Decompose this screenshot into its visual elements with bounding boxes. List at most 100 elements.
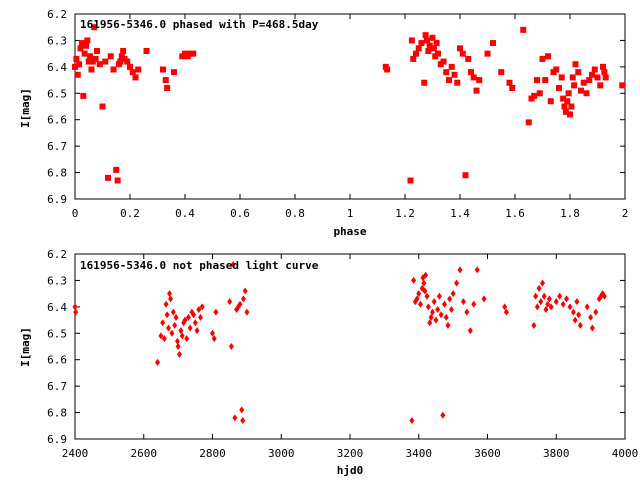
phased-data-point (418, 40, 425, 47)
phased-data-point (564, 98, 571, 105)
phased-data-point (72, 63, 78, 70)
unphased-data-point (168, 295, 174, 303)
unphased-y-tick-label: 6.9 (47, 433, 67, 446)
unphased-data-point (431, 298, 437, 306)
unphased-data-point (546, 295, 552, 303)
unphased-data-point (158, 332, 164, 340)
unphased-data-point (416, 290, 422, 298)
phased-data-point (407, 177, 414, 184)
unphased-data-point (187, 324, 193, 332)
phased-data-point (107, 53, 114, 60)
phased-y-axis-label: I[mag] (19, 88, 32, 128)
unphased-data-point (433, 316, 439, 324)
unphased-data-point (422, 287, 428, 295)
unphased-data-point (447, 295, 453, 303)
unphased-y-tick-label: 6.3 (47, 274, 67, 287)
unphased-data-point (448, 306, 454, 313)
unphased-data-point (428, 313, 434, 321)
unphased-data-point (191, 311, 197, 319)
phased-x-tick-label: 0.4 (175, 207, 195, 220)
phased-data-point (143, 48, 150, 54)
unphased-x-axis-label: hjd0 (337, 464, 364, 477)
unphased-data-point (545, 300, 551, 308)
unphased-data-point (502, 303, 508, 311)
phased-data-point (76, 61, 83, 68)
unphased-data-point (172, 321, 178, 329)
unphased-data-point (182, 316, 188, 324)
phased-data-point (430, 45, 437, 52)
phased-y-tick-label: 6.4 (47, 61, 67, 74)
unphased-data-point (167, 290, 173, 298)
phased-data-point (568, 103, 575, 110)
phased-y-tick-label: 6.8 (47, 167, 67, 180)
phased-data-point (476, 77, 483, 84)
phased-data-point (81, 50, 88, 57)
unphased-data-point (230, 261, 236, 269)
unphased-data-point (411, 276, 417, 284)
unphased-data-point (409, 417, 415, 424)
unphased-x-tick-label: 3200 (337, 447, 364, 460)
unphased-data-point (576, 311, 582, 319)
unphased-x-tick-label: 2400 (62, 447, 89, 460)
unphased-data-point (570, 308, 576, 316)
unphased-y-tick-label: 6.5 (47, 327, 67, 340)
phased-data-point (446, 77, 452, 84)
phased-data-point (190, 50, 197, 57)
phased-data-point (87, 53, 94, 60)
unphased-y-tick-label: 6.6 (47, 354, 67, 367)
unphased-data-point (199, 303, 205, 311)
unphased-y-tick-label: 6.7 (47, 380, 67, 393)
phased-x-ticks: 0 0.2 0.4 0.6 0.8 1 1.2 1.4 1.6 1.8 2 (72, 14, 628, 220)
unphased-x-tick-label: 2600 (131, 447, 158, 460)
phased-data-point (440, 58, 447, 65)
phased-data-point (525, 119, 532, 126)
phased-data-point (132, 74, 139, 81)
phased-x-tick-label: 0 (72, 207, 79, 220)
phased-data-point (553, 66, 560, 73)
unphased-data-point (450, 290, 456, 298)
phased-data-point (586, 77, 593, 84)
phased-data-point (83, 42, 89, 49)
phased-data-point (591, 66, 598, 73)
phased-data-point (459, 50, 466, 57)
unphased-data-point (170, 308, 176, 316)
unphased-data-point (435, 306, 441, 313)
unphased-data-point (213, 308, 219, 316)
phased-data-point (99, 103, 106, 110)
phased-data-point (96, 61, 103, 68)
phased-data-point (539, 55, 546, 62)
unphased-data-point (553, 298, 559, 306)
phased-data-point (498, 69, 505, 76)
unphased-data-point (584, 303, 590, 311)
phased-data-point (162, 77, 169, 84)
unphased-data-point (534, 303, 540, 311)
unphased-data-point (185, 313, 191, 321)
phased-data-point (506, 79, 513, 86)
phased-data-point (490, 40, 496, 47)
unphased-data-point (421, 279, 427, 287)
phased-data-point (619, 82, 626, 89)
unphased-data-point (163, 300, 169, 308)
phased-data-point (575, 69, 582, 76)
unphased-data-point (464, 308, 470, 316)
phased-y-tick-label: 6.6 (47, 114, 67, 127)
phased-data-point (589, 71, 595, 78)
phased-data-point (105, 174, 111, 181)
phased-data-point (484, 50, 491, 57)
phased-data-point (470, 74, 477, 81)
phased-data-point (468, 69, 474, 76)
phased-data-point (473, 87, 480, 94)
unphased-data-points (72, 261, 607, 424)
phased-data-point (443, 69, 450, 76)
phased-data-point (171, 69, 177, 76)
unphased-data-point (192, 319, 198, 327)
unphased-data-point (533, 292, 539, 300)
phased-data-point (562, 108, 569, 115)
unphased-data-point (179, 332, 185, 340)
phased-data-point (102, 58, 109, 65)
phased-data-point (561, 103, 568, 110)
phased-data-point (451, 71, 458, 78)
phased-data-point (578, 87, 584, 94)
